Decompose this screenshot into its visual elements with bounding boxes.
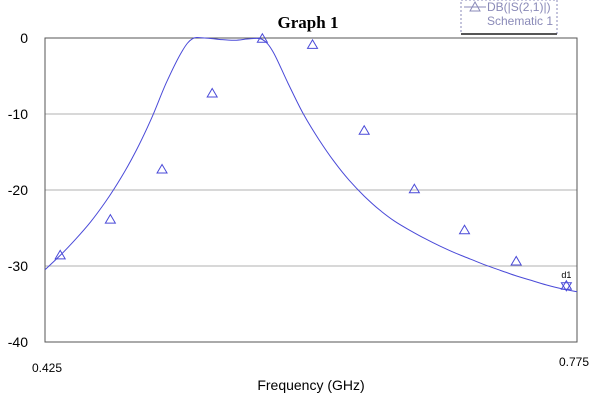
data-point-marker [156,163,168,174]
y-tick-label: -20 [8,182,28,198]
y-axis: 0 -10 -20 -30 -40 [8,30,28,350]
data-point-marker [458,224,471,235]
x-axis: 0.425 0.775 [32,355,589,375]
legend-swatch-triangle-icon [469,0,481,12]
data-point-marker [560,279,573,290]
legend-series-name: DB(|S(2,1)|) [487,0,551,14]
y-tick-label: -30 [8,258,28,274]
marker-label: d1 [561,270,571,280]
chart-title: Graph 1 [278,13,339,32]
legend-series-subtitle: Schematic 1 [487,14,553,28]
x-axis-label: Frequency (GHz) [257,377,364,393]
series-line [45,37,577,293]
x-tick-label: 0.425 [32,361,62,375]
data-point-marker [358,124,371,135]
data-point-marker [408,183,421,194]
data-point-marker [206,87,219,98]
plot-area [44,37,578,343]
y-tick-label: -10 [8,106,28,122]
data-point-marker [54,249,67,260]
data-point-marker [104,213,117,224]
x-tick-label: 0.775 [559,355,589,369]
data-point-marker [306,38,319,49]
data-point-marker [256,32,269,43]
y-tick-label: 0 [20,30,28,46]
legend[interactable]: DB(|S(2,1)|) Schematic 1 [460,0,558,35]
y-tick-label: -40 [8,334,28,350]
data-point-marker [510,255,523,266]
series-group: d1 [45,32,577,293]
marker-d1-icon[interactable] [560,282,573,292]
